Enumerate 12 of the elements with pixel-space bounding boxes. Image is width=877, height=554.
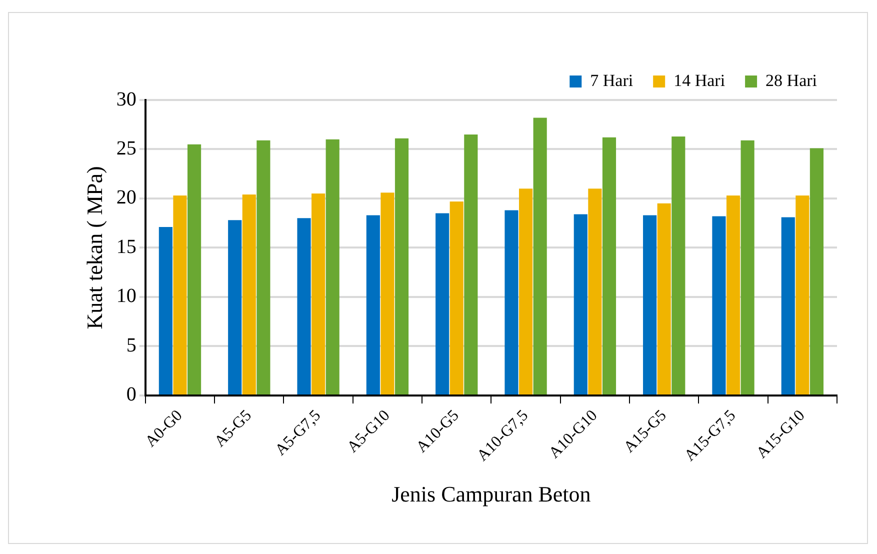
x-axis-title: Jenis Campuran Beton xyxy=(392,482,591,507)
legend-label: 28 Hari xyxy=(766,70,818,90)
y-tick-label: 0 xyxy=(126,384,136,406)
y-tick-label: 25 xyxy=(116,137,136,160)
y-tick-label: 20 xyxy=(116,186,136,209)
y-tick-label: 15 xyxy=(116,236,136,258)
y-tick-label: 10 xyxy=(116,285,136,308)
y-tick-label: 30 xyxy=(116,88,136,110)
legend-label: 7 Hari xyxy=(590,70,634,90)
y-tick-label: 5 xyxy=(126,334,136,356)
y-axis-title: Kuat tekan ( MPa) xyxy=(82,166,107,330)
legend-label: 14 Hari xyxy=(674,70,726,90)
